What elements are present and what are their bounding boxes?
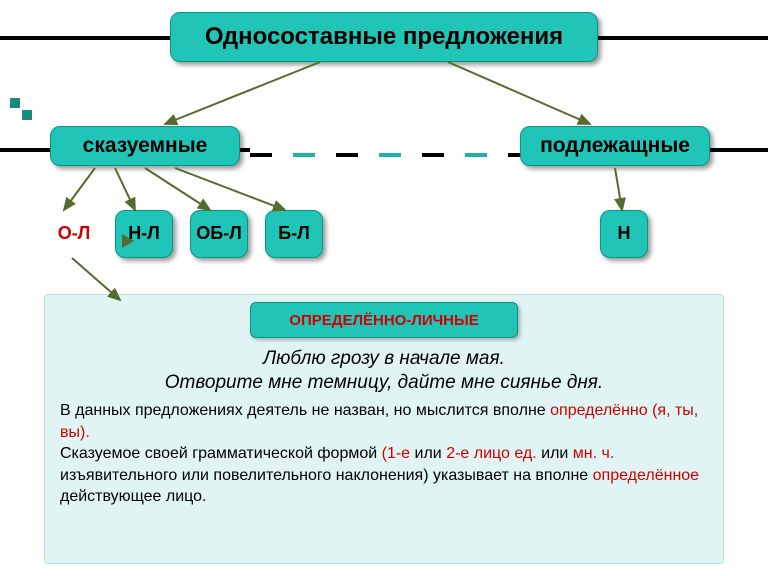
badge-definite-personal: ОПРЕДЕЛЁННО-ЛИЧНЫЕ [250,302,518,338]
category-predicate: сказуемные [50,126,240,166]
example-1: Люблю грозу в начале мая. [60,348,708,370]
description: В данных предложениях деятель не назван,… [60,400,708,508]
leaf-bl: Б-Л [265,210,323,258]
decor-square [22,110,32,120]
panel-content: Люблю грозу в начале мая. Отворите мне т… [60,348,708,508]
play-marker-icon [122,234,134,248]
category-subject: подлежащные [520,126,710,166]
decor-dashes [250,148,530,162]
example-2: Отворите мне темницу, дайте мне сиянье д… [60,372,708,394]
title-box: Односоставные предложения [170,12,598,62]
leaf-obl: ОБ-Л [190,210,248,258]
leaf-ol: О-Л [45,210,103,258]
leaf-n: Н [600,210,648,258]
